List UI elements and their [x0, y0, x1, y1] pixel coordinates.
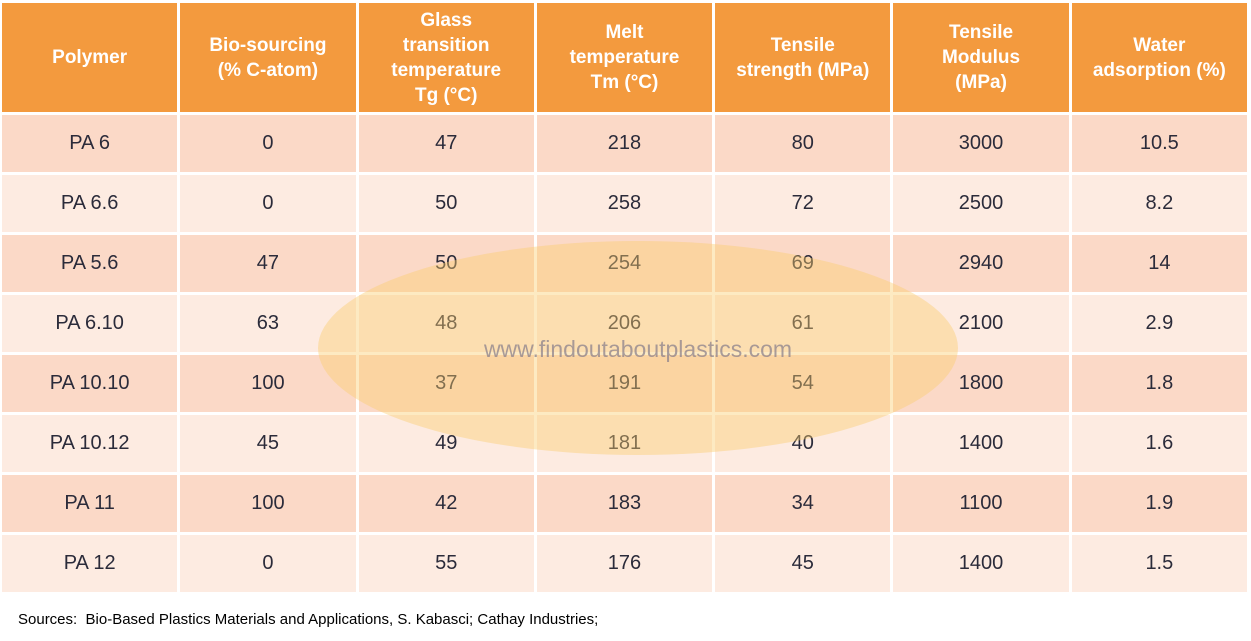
header-glass-transition-line-1: Glass	[420, 9, 473, 31]
cell-glass-transition: 50	[358, 175, 534, 232]
header-melt-temperature-line-1: Melt	[605, 22, 644, 43]
cell-water-adsorption: 1.6	[1071, 415, 1247, 472]
cell-tensile-modulus: 2940	[893, 235, 1069, 292]
cell-glass-transition: 55	[358, 535, 534, 592]
cell-water-adsorption: 1.8	[1071, 355, 1247, 412]
header-tensile-modulus: Tensile Modulus (MPa)	[893, 3, 1069, 112]
cell-polymer: PA 10.10	[2, 355, 178, 412]
header-water-adsorption: Water adsorption (%)	[1071, 3, 1247, 112]
table-row: PA 6.6 0 50 258 72 2500 8.2	[2, 175, 1247, 232]
header-water-adsorption-line-2: adsorption (%)	[1092, 59, 1226, 81]
cell-glass-transition: 50	[358, 235, 534, 292]
cell-tensile-modulus: 1800	[893, 355, 1069, 412]
cell-melt-temperature: 258	[536, 175, 713, 232]
header-glass-transition: Glass transition temperature Tg (°C)	[358, 3, 534, 112]
header-polymer-line-1: Polymer	[52, 47, 128, 68]
header-water-adsorption-line-1: Water	[1133, 34, 1186, 56]
cell-melt-temperature: 183	[536, 475, 713, 532]
cell-bio-sourcing: 100	[180, 475, 356, 532]
cell-polymer: PA 6	[2, 115, 178, 172]
cell-glass-transition: 49	[358, 415, 534, 472]
cell-tensile-strength: 69	[715, 235, 891, 292]
header-bio-sourcing: Bio-sourcing (% C-atom)	[180, 3, 356, 112]
cell-melt-temperature: 176	[536, 535, 713, 592]
cell-glass-transition: 47	[358, 115, 534, 172]
header-tensile-strength-line-1: Tensile	[770, 34, 835, 56]
cell-tensile-modulus: 2500	[893, 175, 1069, 232]
header-glass-transition-line-4: Tg (°C)	[414, 84, 478, 106]
cell-tensile-modulus: 2100	[893, 295, 1069, 352]
cell-melt-temperature: 218	[536, 115, 713, 172]
header-melt-temperature: Melt temperature Tm (°C)	[536, 3, 713, 112]
cell-tensile-modulus: 1100	[893, 475, 1069, 532]
header-bio-sourcing-line-1: Bio-sourcing	[209, 34, 327, 56]
cell-bio-sourcing: 45	[180, 415, 356, 472]
header-row: Polymer Bio-sourcing (% C-atom) Glass tr…	[2, 3, 1247, 112]
polymer-properties-table: Polymer Bio-sourcing (% C-atom) Glass tr…	[2, 3, 1247, 592]
header-tensile-modulus-line-3: (MPa)	[955, 72, 1007, 93]
header-tensile-strength-line-2: strength (MPa)	[736, 59, 870, 81]
cell-tensile-modulus: 3000	[893, 115, 1069, 172]
cell-bio-sourcing: 63	[180, 295, 356, 352]
header-tensile-modulus-line-1: Tensile	[949, 22, 1014, 43]
table-row: PA 5.6 47 50 254 69 2940 14	[2, 235, 1247, 292]
cell-tensile-modulus: 1400	[893, 415, 1069, 472]
cell-glass-transition: 37	[358, 355, 534, 412]
cell-tensile-strength: 80	[715, 115, 891, 172]
header-glass-transition-line-2: transition	[402, 34, 490, 56]
header-tensile-strength: Tensile strength (MPa)	[715, 3, 891, 112]
table-row: PA 6.10 63 48 206 61 2100 2.9	[2, 295, 1247, 352]
table-row: PA 12 0 55 176 45 1400 1.5	[2, 535, 1247, 592]
cell-polymer: PA 12	[2, 535, 178, 592]
table-row: PA 10.10 100 37 191 54 1800 1.8	[2, 355, 1247, 412]
cell-polymer: PA 6.6	[2, 175, 178, 232]
header-polymer: Polymer	[2, 3, 178, 112]
cell-bio-sourcing: 47	[180, 235, 356, 292]
cell-water-adsorption: 1.5	[1071, 535, 1247, 592]
cell-polymer: PA 5.6	[2, 235, 178, 292]
cell-tensile-strength: 72	[715, 175, 891, 232]
cell-melt-temperature: 181	[536, 415, 713, 472]
cell-water-adsorption: 2.9	[1071, 295, 1247, 352]
cell-tensile-strength: 34	[715, 475, 891, 532]
header-glass-transition-line-3: temperature	[391, 59, 502, 81]
cell-water-adsorption: 1.9	[1071, 475, 1247, 532]
header-bio-sourcing-line-2: (% C-atom)	[217, 59, 319, 81]
cell-glass-transition: 42	[358, 475, 534, 532]
table-row: PA 11 100 42 183 34 1100 1.9	[2, 475, 1247, 532]
header-melt-temperature-line-2: temperature	[569, 47, 680, 68]
cell-melt-temperature: 191	[536, 355, 713, 412]
cell-melt-temperature: 206	[536, 295, 713, 352]
cell-polymer: PA 11	[2, 475, 178, 532]
cell-tensile-strength: 45	[715, 535, 891, 592]
cell-glass-transition: 48	[358, 295, 534, 352]
cell-tensile-strength: 40	[715, 415, 891, 472]
header-tensile-modulus-line-2: Modulus	[941, 47, 1021, 68]
cell-tensile-strength: 61	[715, 295, 891, 352]
cell-bio-sourcing: 0	[180, 115, 356, 172]
cell-water-adsorption: 14	[1071, 235, 1247, 292]
sources-footnote: Sources: Bio-Based Plastics Materials an…	[18, 611, 599, 628]
cell-water-adsorption: 10.5	[1071, 115, 1247, 172]
cell-tensile-strength: 54	[715, 355, 891, 412]
table-row: PA 10.12 45 49 181 40 1400 1.6	[2, 415, 1247, 472]
cell-polymer: PA 10.12	[2, 415, 178, 472]
cell-water-adsorption: 8.2	[1071, 175, 1247, 232]
cell-polymer: PA 6.10	[2, 295, 178, 352]
cell-tensile-modulus: 1400	[893, 535, 1069, 592]
cell-bio-sourcing: 0	[180, 535, 356, 592]
cell-bio-sourcing: 100	[180, 355, 356, 412]
cell-melt-temperature: 254	[536, 235, 713, 292]
cell-bio-sourcing: 0	[180, 175, 356, 232]
polymer-properties-table-wrap: Polymer Bio-sourcing (% C-atom) Glass tr…	[2, 3, 1247, 592]
header-melt-temperature-line-3: Tm (°C)	[590, 72, 659, 93]
table-row: PA 6 0 47 218 80 3000 10.5	[2, 115, 1247, 172]
